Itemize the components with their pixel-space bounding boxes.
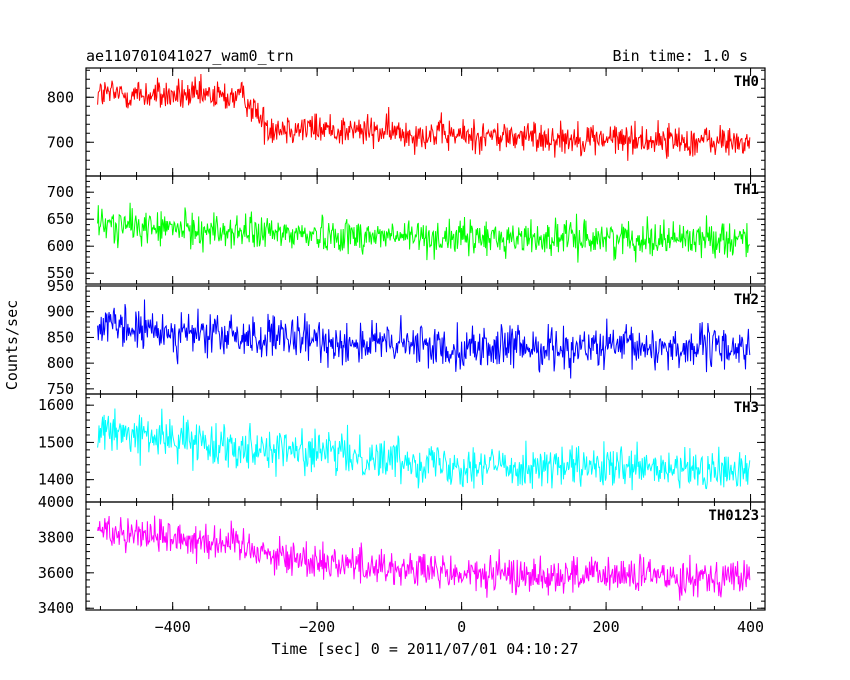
y-tick-label: 1600 — [38, 396, 74, 414]
x-tick-label: −400 — [155, 618, 191, 636]
y-tick-label: 900 — [47, 303, 74, 321]
series-th0-line — [97, 73, 751, 161]
y-tick-label: 3600 — [38, 564, 74, 582]
series-th1-line — [97, 202, 750, 263]
y-tick-label: 950 — [47, 277, 74, 295]
y-tick-label: 700 — [47, 183, 74, 201]
y-tick-label: 700 — [47, 133, 74, 151]
y-tick-label: 650 — [47, 210, 74, 228]
y-tick-label: 800 — [47, 354, 74, 372]
series-th3-line — [97, 408, 751, 491]
y-tick-label: 4000 — [38, 493, 74, 511]
y-tick-label: 850 — [47, 328, 74, 346]
y-tick-label: 600 — [47, 237, 74, 255]
panel-frame-th0 — [85, 67, 766, 177]
panel-label-th2: TH2 — [734, 292, 759, 308]
panel-label-th0123: TH0123 — [708, 508, 759, 524]
panel-frame-th0123 — [85, 501, 766, 611]
y-tick-label: 3800 — [38, 528, 74, 546]
panels-group: 700 800 TH0 550 600 650 700 TH1 750 800 850 900 950 T… — [38, 67, 766, 636]
y-tick-label: 1400 — [38, 471, 74, 489]
panel-frame-th2 — [85, 285, 766, 395]
y-axis-label: Counts/sec — [3, 300, 21, 390]
x-tick-label: 400 — [737, 618, 764, 636]
y-tick-label: 750 — [47, 380, 74, 398]
x-axis-label: Time [sec] 0 = 2011/07/01 04:10:27 — [271, 640, 578, 658]
y-tick-label: 800 — [47, 88, 74, 106]
y-tick-label: 3400 — [38, 599, 74, 617]
bin-time-label: Bin time: 1.0 s — [613, 47, 748, 65]
panel-label-th0: TH0 — [734, 74, 759, 90]
panel-label-th1: TH1 — [734, 182, 759, 198]
y-tick-label: 1500 — [38, 433, 74, 451]
x-tick-label: −200 — [299, 618, 335, 636]
series-th0123-line — [97, 515, 751, 601]
x-tick-label: 200 — [593, 618, 620, 636]
panel-label-th3: TH3 — [734, 400, 759, 416]
panel-frame-th3 — [85, 393, 766, 503]
chart-title: ae110701041027_wam0_trn — [86, 47, 294, 65]
y-tick-label: 550 — [47, 264, 74, 282]
series-th2-line — [97, 299, 751, 379]
x-tick-label: 0 — [457, 618, 466, 636]
